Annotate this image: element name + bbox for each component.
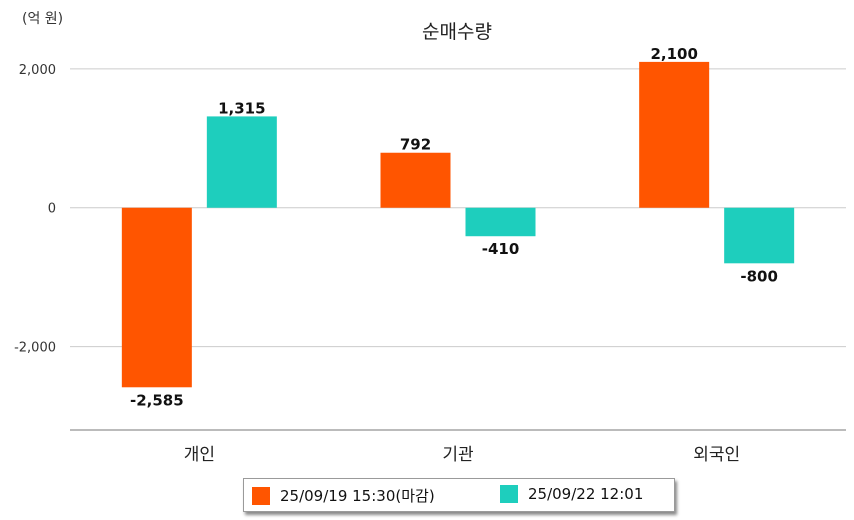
bar[interactable] [121,207,192,388]
legend-swatch-series-2 [500,485,518,503]
y-tick-label: -2,000 [14,341,56,356]
data-label: -2,585 [130,391,184,409]
legend-label-series-1: 25/09/19 15:30(마감) [280,487,435,505]
legend-label-series-2: 25/09/22 12:01 [528,485,644,503]
data-label: 2,100 [650,45,697,63]
y-tick-label: 0 [48,202,56,217]
data-label: 792 [400,136,431,154]
legend-swatch-series-1 [252,486,270,505]
x-tick-label: 개인 [184,445,215,465]
data-label: -800 [740,267,778,285]
data-label: -410 [482,240,520,258]
bar[interactable] [380,152,451,208]
bar-chart: (억 원) 순매수량 2,000 0 -2,000 -2,585 1,315 792 -4… [14,11,846,465]
bar[interactable] [465,207,536,237]
legend-item-series-2[interactable]: 25/09/22 12:01 [500,485,643,503]
bar[interactable] [206,116,277,208]
bar[interactable] [639,61,710,208]
unit-label: (억 원) [22,11,63,27]
x-tick-label: 기관 [442,445,473,465]
legend: 25/09/19 15:30(마감) 25/09/22 12:01 [243,478,675,512]
data-label: 1,315 [218,99,265,117]
bar[interactable] [724,207,795,264]
x-tick-label: 외국인 [693,445,740,465]
chart-title: 순매수량 [422,21,492,43]
y-tick-label: 2,000 [19,63,56,78]
legend-item-series-1[interactable]: 25/09/19 15:30(마감) [252,485,435,506]
